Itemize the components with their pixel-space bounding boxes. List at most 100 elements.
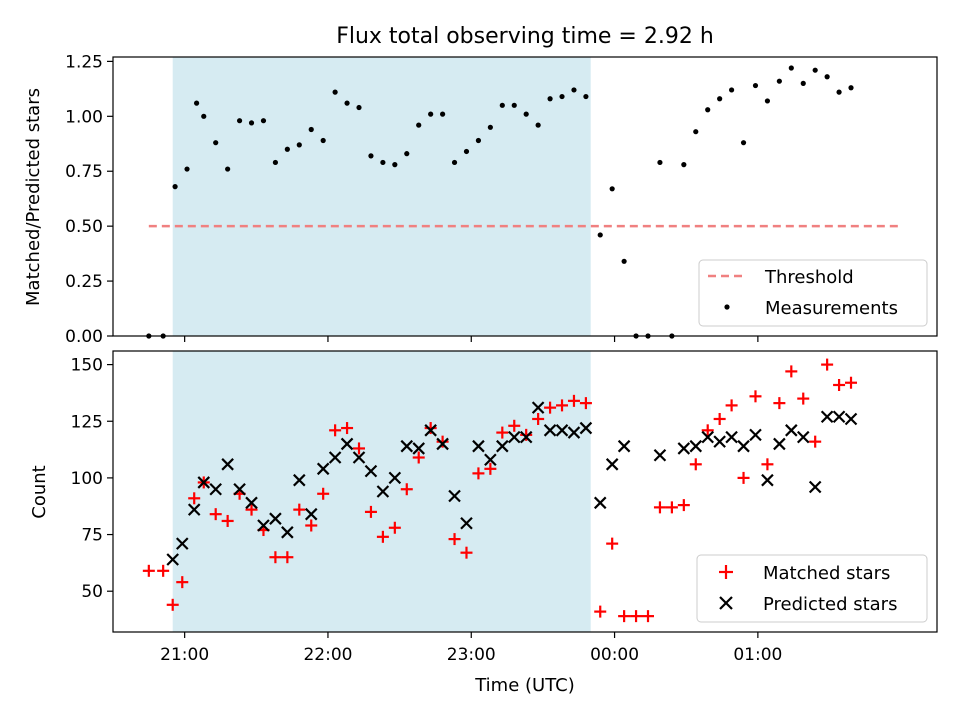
- y-tick-label: 0.50: [65, 217, 103, 237]
- matched-star-point: [653, 501, 666, 514]
- predicted-star-point: [579, 421, 593, 435]
- matched-star-point: [701, 424, 714, 437]
- predicted-star-point: [221, 458, 234, 471]
- matched-star-point: [713, 412, 726, 425]
- bottom-legend: Matched stars Predicted stars: [696, 554, 928, 623]
- predicted-star-point: [281, 526, 294, 539]
- matched-star-point: [520, 428, 533, 441]
- matched-star-point: [341, 422, 354, 435]
- predicted-star-point: [725, 430, 738, 444]
- matched-star-point: [281, 551, 294, 564]
- measurement-point: [824, 74, 830, 80]
- legend-predicted-label: Predicted stars: [763, 594, 897, 615]
- predicted-star-point: [785, 424, 798, 437]
- predicted-star-point: [496, 439, 509, 453]
- legend-measurements-label: Measurements: [765, 298, 898, 319]
- matched-star-point: [269, 551, 282, 564]
- measurement-point: [788, 65, 794, 71]
- predicted-star-point: [796, 430, 810, 444]
- legend-threshold-label: Threshold: [764, 267, 854, 288]
- legend-matched-swatch: [719, 565, 733, 579]
- matched-star-point: [606, 537, 619, 550]
- matched-star-point: [460, 546, 473, 559]
- matched-star-point: [484, 462, 497, 475]
- measurement-point: [248, 120, 255, 126]
- matched-star-point: [556, 399, 569, 412]
- measurement-point: [332, 89, 338, 95]
- predicted-star-point: [593, 496, 607, 510]
- x-axis-label: Time (UTC): [474, 675, 575, 696]
- measurement-point: [848, 85, 854, 91]
- matched-star-point: [329, 424, 342, 437]
- y-tick-label: 150: [71, 356, 103, 376]
- predicted-star-point: [412, 442, 425, 455]
- measurement-point: [475, 137, 482, 144]
- measurement-point: [201, 113, 207, 119]
- measurement-point: [213, 140, 219, 146]
- matched-star-point: [677, 499, 690, 512]
- matched-star-point: [166, 598, 179, 611]
- predicted-star-point: [844, 412, 858, 426]
- top-x-ticks: [184, 336, 759, 342]
- y-tick-label: 50: [81, 582, 103, 602]
- observing-span-rect: [172, 57, 591, 336]
- matched-star-point: [785, 365, 798, 378]
- measurement-point: [260, 118, 267, 124]
- predicted-star-point: [424, 424, 437, 437]
- predicted-star-point: [269, 512, 282, 525]
- measurement-point: [225, 166, 231, 172]
- predicted-star-point: [773, 437, 786, 451]
- measurement-point: [499, 102, 505, 108]
- matched-star-point: [594, 605, 607, 618]
- matched-star-point: [353, 442, 366, 455]
- observing-span-top: [172, 57, 591, 336]
- measurement-point: [800, 80, 806, 86]
- measurement-point: [547, 96, 553, 102]
- predicted-star-point: [832, 410, 846, 423]
- predicted-star-point: [555, 424, 569, 437]
- predicted-star-point: [689, 439, 703, 453]
- y-tick-label: 125: [71, 412, 103, 432]
- predicted-star-point: [507, 430, 521, 444]
- measurement-point: [428, 111, 434, 117]
- measurement-point: [621, 258, 627, 264]
- matched-star-point: [689, 458, 702, 471]
- predicted-star-point: [820, 410, 834, 423]
- measurement-point: [728, 87, 735, 93]
- predicted-star-point: [653, 448, 667, 462]
- matched-star-point: [472, 467, 485, 480]
- matched-star-point: [773, 397, 786, 410]
- predicted-stars-series: [166, 401, 858, 566]
- y-tick-label: 75: [81, 526, 103, 546]
- matched-star-point: [665, 501, 678, 514]
- measurement-point: [416, 122, 422, 128]
- predicted-star-point: [209, 482, 222, 496]
- predicted-star-point: [197, 476, 211, 489]
- predicted-star-point: [749, 428, 762, 442]
- y-tick-label: 0.00: [65, 327, 103, 347]
- predicted-star-point: [187, 503, 201, 516]
- predicted-star-point: [472, 439, 485, 453]
- matched-star-point: [424, 422, 437, 435]
- predicted-star-point: [233, 482, 246, 496]
- matched-star-point: [496, 426, 509, 439]
- legend-matched-label: Matched stars: [763, 563, 890, 584]
- matched-star-point: [630, 610, 643, 623]
- predicted-star-point: [364, 464, 378, 478]
- measurement-point: [392, 162, 398, 168]
- matched-star-point: [412, 451, 425, 464]
- measurement-point: [597, 232, 603, 238]
- matched-star-point: [833, 378, 846, 391]
- matched-star-point: [188, 492, 201, 505]
- measurement-point: [368, 153, 374, 159]
- top-axes-frame: [112, 56, 938, 337]
- measurement-point: [184, 166, 190, 172]
- y-tick-label: 0.75: [65, 162, 103, 182]
- matched-star-point: [209, 508, 222, 521]
- measurement-point: [380, 159, 386, 166]
- predicted-star-point: [617, 439, 631, 453]
- matched-star-point: [448, 533, 461, 546]
- top-legend: Threshold Measurements: [698, 259, 928, 327]
